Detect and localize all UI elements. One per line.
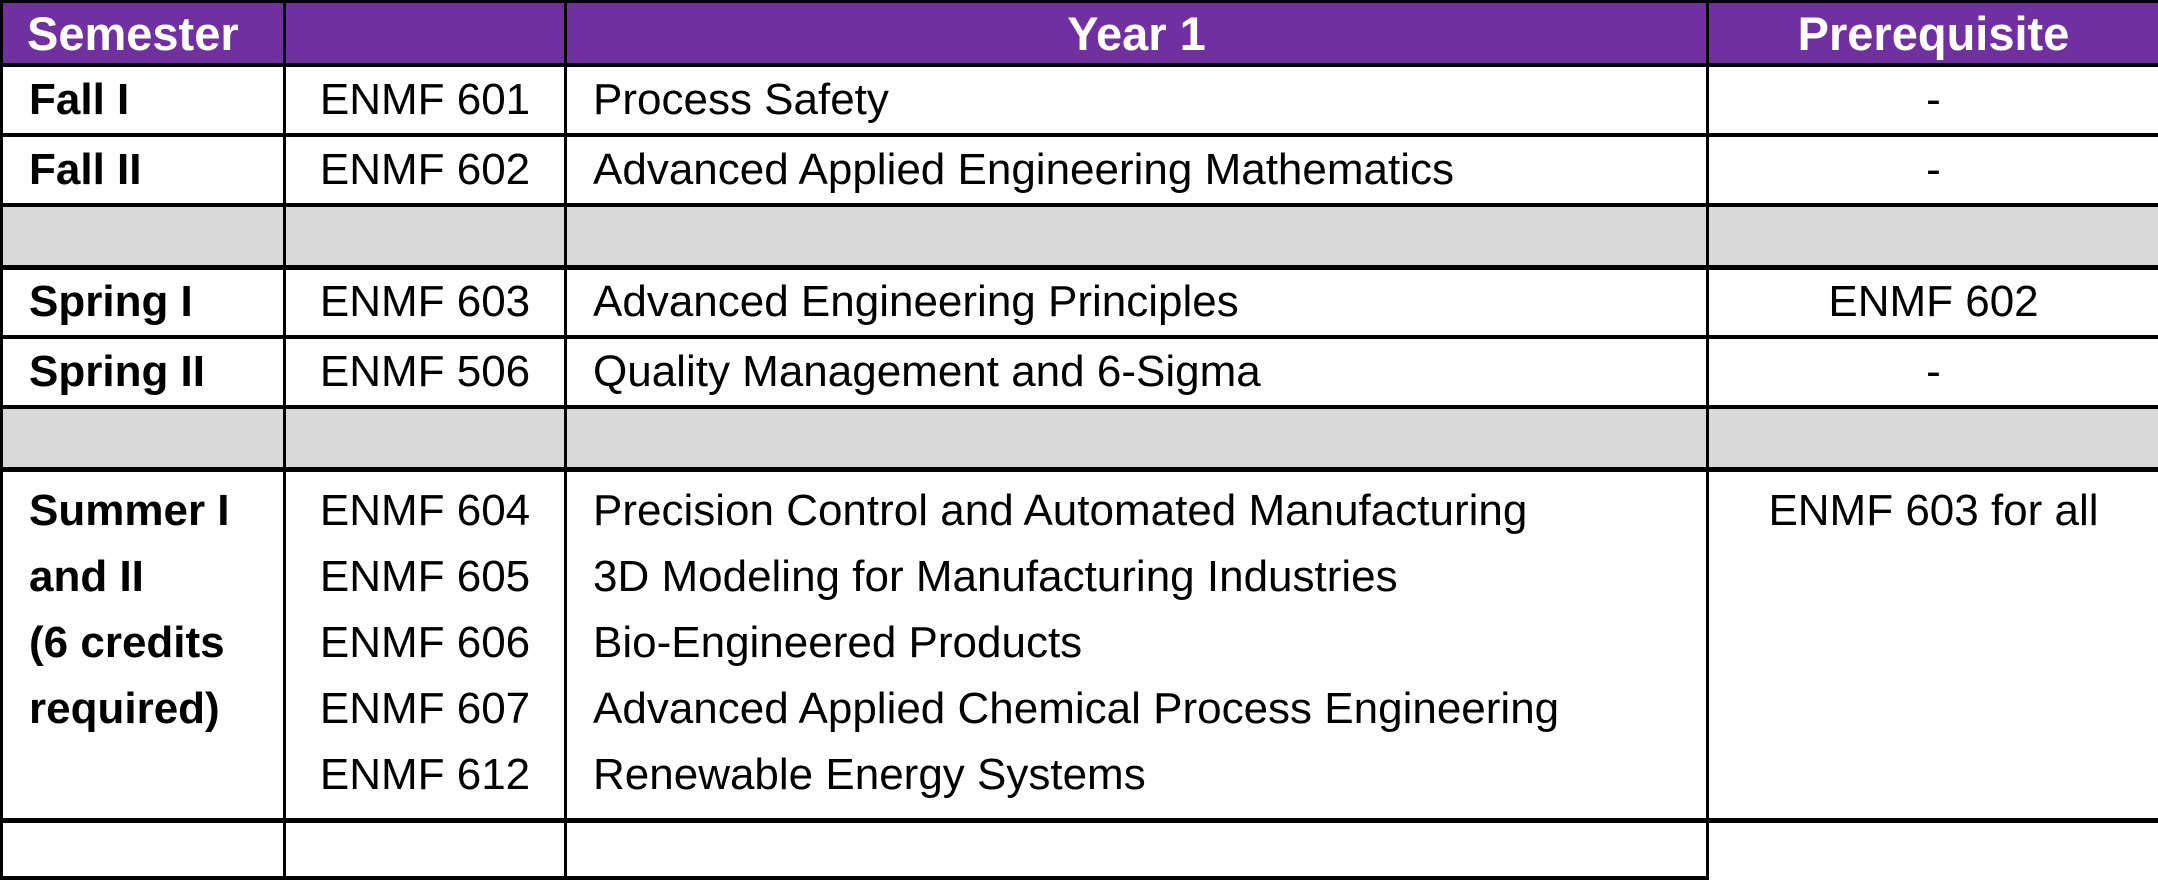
semester-cell (0, 203, 286, 270)
prerequisite-cell (1706, 203, 2158, 270)
prerequisite-cell: ENMF 602 (1706, 265, 2158, 339)
code-cell: ENMF 604 ENMF 605 ENMF 606 ENMF 607 ENMF 612 (283, 467, 567, 823)
title-cell: Process Safety (564, 63, 1709, 137)
schedule-body: Fall I ENMF 601 Process Safety - Fall II ENMF… (0, 63, 2158, 880)
semester-cell (0, 818, 286, 880)
header-row: Semester Year 1 Prerequisite (0, 0, 2158, 67)
title-cell: Advanced Applied Engineering Mathematics (564, 133, 1709, 207)
semester-cell: Fall I (0, 63, 286, 137)
semester-cell: Summer I and II (6 credits required) (0, 467, 286, 823)
spacer-row (0, 405, 2158, 472)
spacer-row (0, 203, 2158, 270)
header-year-1: Year 1 (564, 0, 1709, 67)
title-cell (564, 818, 1709, 880)
title-cell: Advanced Engineering Principles (564, 265, 1709, 339)
header-prerequisite: Prerequisite (1706, 0, 2158, 67)
code-cell: ENMF 601 (283, 63, 567, 137)
prerequisite-cell: - (1706, 335, 2158, 409)
code-cell (283, 203, 567, 270)
prerequisite-line: ENMF 603 for all (1768, 485, 2099, 535)
code-cell: ENMF 506 (283, 335, 567, 409)
course-row: Fall I ENMF 601 Process Safety - (0, 63, 2158, 137)
header-code (283, 0, 567, 67)
code-cell (283, 405, 567, 472)
prerequisite-cell: - (1706, 133, 2158, 207)
course-row: Spring I ENMF 603 Advanced Engineering Pri… (0, 265, 2158, 339)
empty-row (0, 818, 2158, 880)
prerequisite-cell (1706, 818, 2158, 878)
semester-line: (6 credits (29, 617, 225, 667)
semester-cell: Spring I (0, 265, 286, 339)
semester-cell: Fall II (0, 133, 286, 207)
code-cell: ENMF 602 (283, 133, 567, 207)
course-code-line: ENMF 606 (319, 617, 531, 667)
course-row: Fall II ENMF 602 Advanced Applied Engineer… (0, 133, 2158, 207)
header-semester: Semester (0, 0, 286, 67)
semester-line: required) (29, 683, 220, 733)
semester-line: and II (29, 551, 144, 601)
title-cell: Quality Management and 6-Sigma (564, 335, 1709, 409)
course-title-line: Advanced Applied Chemical Process Engine… (593, 683, 1560, 733)
title-cell (564, 405, 1709, 472)
prerequisite-cell (1706, 405, 2158, 472)
course-title-line: Renewable Energy Systems (593, 749, 1146, 799)
summer-row: Summer I and II (6 credits required) ENMF 60… (0, 467, 2158, 823)
code-cell: ENMF 603 (283, 265, 567, 339)
course-title-line: 3D Modeling for Manufacturing Industries (593, 551, 1398, 601)
course-code-line: ENMF 607 (319, 683, 531, 733)
prerequisite-cell: ENMF 603 for all (1706, 467, 2158, 823)
title-cell: Precision Control and Automated Manufact… (564, 467, 1709, 823)
course-title-line: Bio-Engineered Products (593, 617, 1083, 667)
course-row: Spring II ENMF 506 Quality Management and … (0, 335, 2158, 409)
code-cell (283, 818, 567, 880)
semester-cell (0, 405, 286, 472)
semester-line: Summer I (29, 485, 230, 535)
course-title-line: Precision Control and Automated Manufact… (593, 485, 1528, 535)
course-code-line: ENMF 612 (319, 749, 531, 799)
course-code-line: ENMF 604 (319, 485, 531, 535)
title-cell (564, 203, 1709, 270)
prerequisite-cell: - (1706, 63, 2158, 137)
course-code-line: ENMF 605 (319, 551, 531, 601)
semester-cell: Spring II (0, 335, 286, 409)
